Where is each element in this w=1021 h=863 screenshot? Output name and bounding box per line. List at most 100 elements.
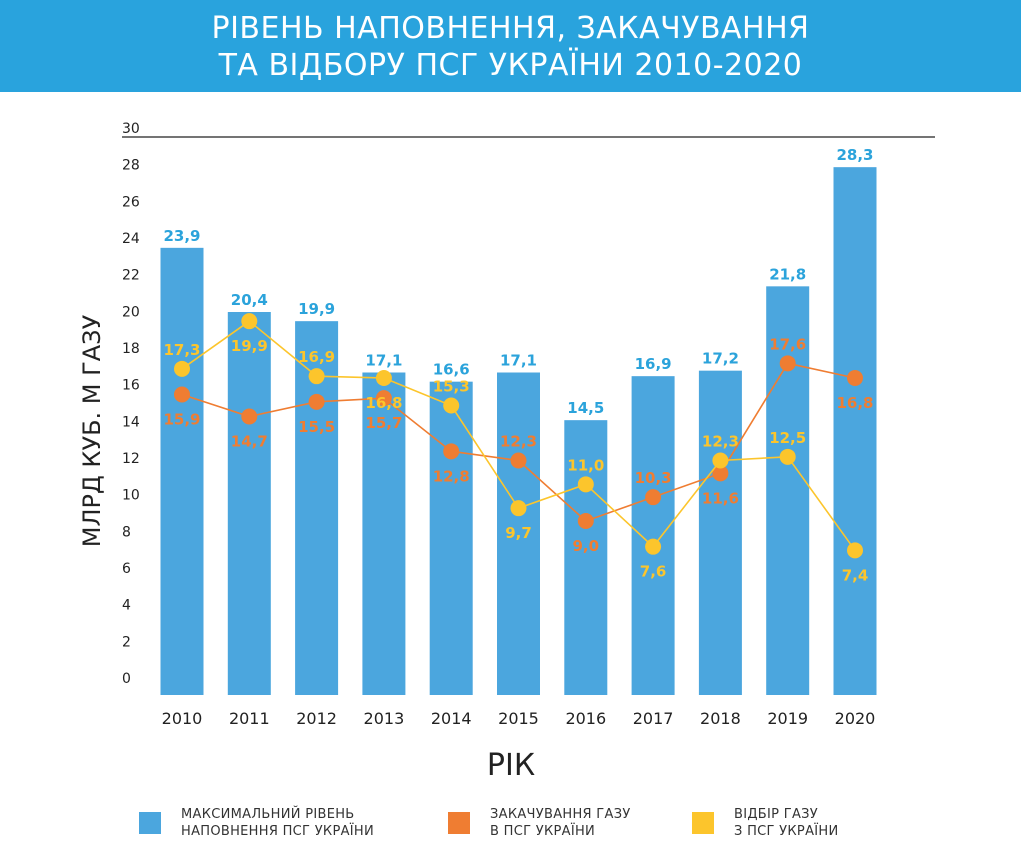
- injection-value-label: 14,7: [231, 433, 268, 451]
- x-tick-label: 2020: [835, 709, 876, 728]
- injection-value-label: 16,8: [836, 394, 873, 412]
- withdrawal-value-label: 9,7: [505, 524, 532, 542]
- legend-label-max-level: МАКСИМАЛЬНИЙ РІВЕНЬ НАПОВНЕННЯ ПСГ УКРАЇ…: [181, 807, 375, 839]
- bar: [497, 372, 540, 695]
- withdrawal-value-label: 11,0: [567, 456, 604, 474]
- bar-value-label: 19,9: [298, 300, 335, 318]
- y-tick-label: 20: [122, 304, 140, 320]
- withdrawal-point: [443, 397, 460, 414]
- bar: [429, 381, 473, 695]
- withdrawal-point: [779, 448, 796, 465]
- y-tick-label: 12: [122, 451, 140, 467]
- injection-point: [308, 393, 325, 410]
- y-tick-label: 14: [122, 414, 140, 430]
- withdrawal-point: [645, 538, 662, 555]
- injection-point: [577, 513, 594, 529]
- injection-value-label: 9,0: [573, 537, 600, 555]
- legend-label-withdrawal: ВІДБІР ГАЗУ З ПСГ УКРАЇНИ: [734, 807, 839, 839]
- withdrawal-value-label: 12,5: [769, 429, 806, 447]
- injection-value-label: 12,3: [500, 433, 537, 451]
- y-tick-label: 18: [122, 341, 140, 357]
- x-tick-label: 2015: [498, 709, 539, 728]
- bar: [227, 312, 271, 695]
- y-tick-label: 28: [122, 158, 140, 174]
- withdrawal-point: [174, 360, 190, 377]
- legend-swatch-injection: [448, 812, 470, 834]
- y-tick-label: 4: [122, 598, 131, 614]
- withdrawal-value-label: 7,6: [640, 563, 667, 581]
- x-tick-label: 2010: [162, 709, 203, 728]
- bar-value-label: 21,8: [769, 265, 806, 283]
- withdrawal-value-label: 16,9: [298, 348, 335, 366]
- y-tick-label: 0: [122, 671, 131, 687]
- y-axis-label: МЛРД КУБ. М ГАЗУ: [78, 314, 106, 547]
- chart-title-line-2: ТА ВІДБОРУ ПСГ УКРАЇНИ 2010-2020: [218, 48, 803, 83]
- withdrawal-point: [577, 476, 594, 493]
- x-tick-label: 2014: [431, 709, 472, 728]
- injection-point: [712, 465, 729, 482]
- x-axis-label: РІК: [487, 748, 535, 783]
- y-tick-label: 24: [122, 231, 140, 247]
- y-tick-label: 8: [122, 524, 131, 540]
- legend: МАКСИМАЛЬНИЙ РІВЕНЬ НАПОВНЕННЯ ПСГ УКРАЇ…: [0, 800, 1021, 860]
- bar: [833, 167, 877, 696]
- x-tick-label: 2019: [767, 709, 808, 728]
- title-banner: РІВЕНЬ НАПОВНЕННЯ, ЗАКАЧУВАННЯ ТА ВІДБОР…: [0, 0, 1021, 92]
- injection-point: [375, 390, 392, 407]
- x-tick-label: 2017: [633, 709, 674, 728]
- injection-value-label: 15,9: [163, 411, 200, 429]
- injection-point: [847, 370, 863, 386]
- bar-value-label: 16,9: [635, 355, 672, 373]
- withdrawal-value-label: 15,3: [433, 378, 470, 396]
- bar: [698, 370, 742, 695]
- bar: [766, 286, 810, 695]
- withdrawal-point: [308, 368, 325, 385]
- injection-value-label: 15,7: [365, 414, 402, 432]
- y-tick-label: 6: [122, 561, 131, 577]
- withdrawal-point: [510, 500, 527, 517]
- y-tick-label: 16: [122, 378, 140, 394]
- injection-point: [174, 386, 190, 403]
- withdrawal-point: [241, 313, 258, 330]
- x-tick-label: 2012: [296, 709, 337, 728]
- withdrawal-value-label: 19,9: [231, 337, 268, 355]
- withdrawal-value-label: 17,3: [163, 341, 200, 359]
- bar-value-label: 14,5: [567, 399, 604, 417]
- chart-title-line-1: РІВЕНЬ НАПОВНЕННЯ, ЗАКАЧУВАННЯ: [211, 11, 810, 46]
- withdrawal-point: [847, 542, 863, 559]
- legend-item-injection: ЗАКАЧУВАННЯ ГАЗУ В ПСГ УКРАЇНИ: [448, 806, 631, 840]
- bar-value-label: 17,1: [500, 352, 537, 370]
- y-tick-label: 30: [122, 121, 140, 137]
- injection-value-label: 11,6: [702, 489, 739, 507]
- x-tick-label: 2016: [565, 709, 606, 728]
- bar: [631, 376, 675, 695]
- injection-value-label: 15,5: [298, 418, 335, 436]
- injection-point: [510, 452, 527, 469]
- bar-value-label: 16,6: [433, 361, 470, 379]
- bar-value-label: 23,9: [163, 227, 200, 245]
- legend-swatch-max-level: [139, 812, 161, 834]
- injection-point: [779, 355, 796, 372]
- injection-value-label: 17,6: [769, 335, 806, 353]
- withdrawal-point: [712, 452, 729, 469]
- injection-point: [645, 489, 662, 506]
- injection-point: [241, 408, 258, 425]
- bar: [160, 247, 204, 696]
- withdrawal-value-label: 7,4: [842, 566, 869, 584]
- injection-point: [443, 443, 460, 460]
- injection-value-label: 12,8: [433, 467, 470, 485]
- injection-value-label: 10,3: [635, 469, 672, 487]
- bar-value-label: 17,1: [365, 352, 402, 370]
- x-tick-label: 2013: [364, 709, 405, 728]
- bar-value-label: 20,4: [231, 291, 268, 309]
- y-tick-label: 22: [122, 268, 140, 284]
- y-tick-label: 2: [122, 634, 131, 650]
- bar: [362, 372, 406, 695]
- legend-label-injection: ЗАКАЧУВАННЯ ГАЗУ В ПСГ УКРАЇНИ: [490, 807, 631, 839]
- legend-item-withdrawal: ВІДБІР ГАЗУ З ПСГ УКРАЇНИ: [692, 806, 839, 840]
- legend-item-max-level: МАКСИМАЛЬНИЙ РІВЕНЬ НАПОВНЕННЯ ПСГ УКРАЇ…: [139, 806, 374, 840]
- y-tick-label: 26: [122, 194, 140, 210]
- bar-value-label: 28,3: [836, 146, 873, 164]
- x-tick-label: 2018: [700, 709, 741, 728]
- bar: [564, 420, 608, 695]
